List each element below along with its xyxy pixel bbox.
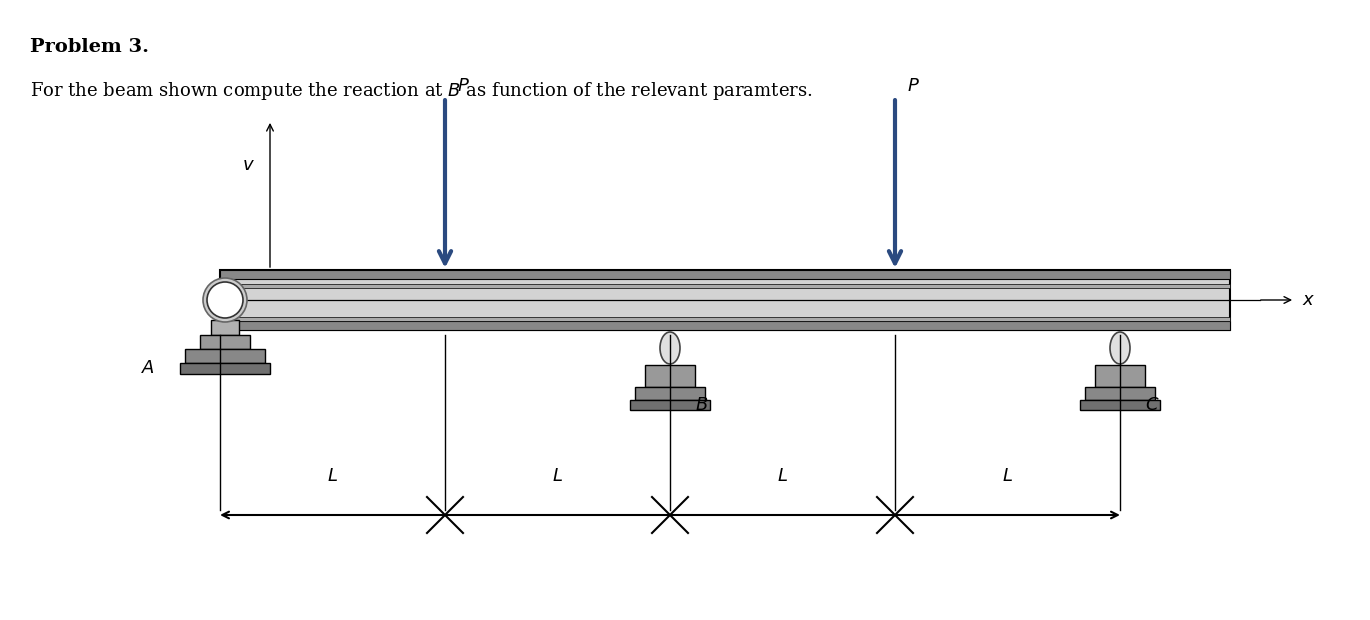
Text: $L$: $L$ — [552, 467, 563, 485]
Text: $P$: $P$ — [458, 77, 470, 95]
Text: $B$: $B$ — [695, 396, 708, 414]
Bar — [179, 363, 270, 374]
Bar — [211, 320, 238, 335]
Text: $C$: $C$ — [1145, 396, 1159, 414]
Bar — [630, 400, 710, 410]
Bar — [1095, 365, 1145, 387]
Bar — [200, 335, 249, 349]
Text: $A$: $A$ — [141, 360, 155, 378]
Text: $x$: $x$ — [1302, 291, 1315, 309]
Text: $L$: $L$ — [327, 467, 338, 485]
Bar — [221, 321, 1230, 330]
Bar — [1080, 400, 1160, 410]
Text: $L$: $L$ — [1001, 467, 1012, 485]
Text: $v$: $v$ — [242, 156, 255, 174]
Ellipse shape — [1110, 332, 1130, 364]
Text: $L$: $L$ — [777, 467, 788, 485]
Circle shape — [203, 278, 247, 322]
Bar — [1085, 387, 1155, 400]
Bar — [185, 349, 264, 363]
Bar — [221, 316, 1230, 321]
Bar — [221, 270, 1230, 279]
Circle shape — [207, 282, 242, 318]
Bar — [221, 283, 1230, 288]
Bar — [636, 387, 706, 400]
Text: Problem 3.: Problem 3. — [30, 38, 149, 56]
Text: $P$: $P$ — [907, 77, 919, 95]
Ellipse shape — [660, 332, 680, 364]
Text: For the beam shown compute the reaction at $B$ as function of the relevant param: For the beam shown compute the reaction … — [30, 80, 812, 102]
Bar — [645, 365, 695, 387]
Bar — [221, 270, 1230, 330]
